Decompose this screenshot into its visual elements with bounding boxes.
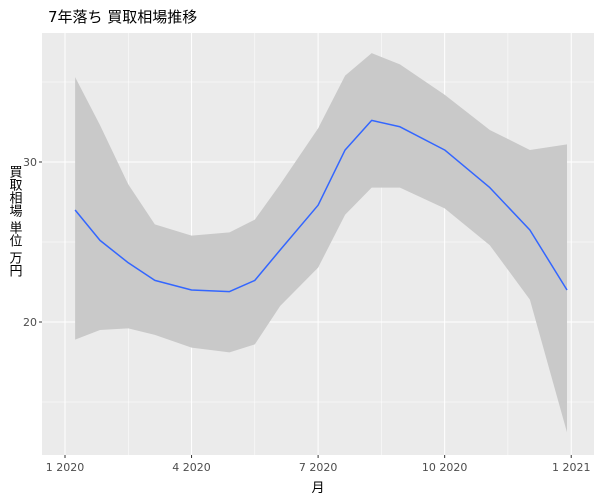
- y-tick-label: 20: [23, 316, 37, 329]
- y-axis-title: 買取相場 単位 万円: [7, 165, 23, 278]
- y-tick-label: 30: [23, 156, 37, 169]
- x-tick-label: 7 2020: [299, 461, 338, 474]
- x-tick-label: 10 2020: [422, 461, 468, 474]
- x-tick-label: 4 2020: [172, 461, 211, 474]
- x-tick-label: 1 2021: [552, 461, 591, 474]
- confidence-band: [75, 53, 568, 433]
- x-axis-title: 月: [311, 481, 324, 496]
- chart-title: 7年落ち 買取相場推移: [48, 8, 197, 26]
- trend-line: [74, 119, 568, 293]
- x-tick-label: 1 2020: [46, 461, 85, 474]
